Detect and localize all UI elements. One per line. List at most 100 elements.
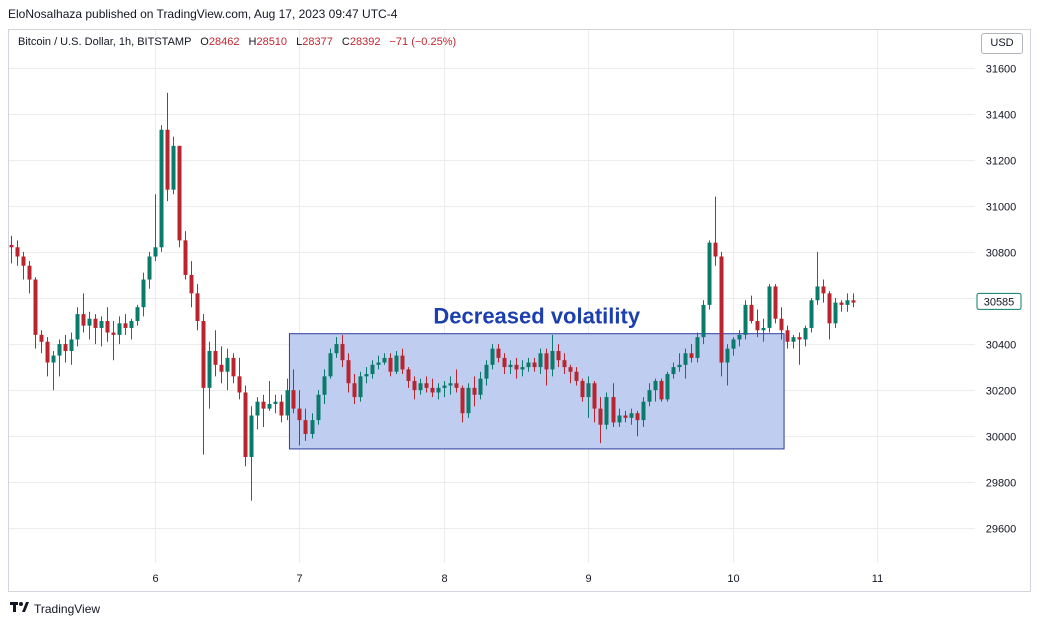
candle-body: [592, 383, 597, 409]
candle-body: [580, 380, 585, 398]
candle: [544, 348, 549, 386]
candle: [430, 378, 435, 398]
candle-body: [237, 376, 242, 393]
candle: [340, 334, 345, 368]
candle: [568, 364, 573, 384]
close-label: C: [341, 36, 350, 48]
candle: [526, 357, 531, 372]
candle-body: [659, 380, 664, 400]
candle-body: [328, 353, 333, 377]
candle: [388, 353, 393, 377]
candle: [105, 307, 110, 342]
candle-body: [761, 327, 766, 331]
candle-body: [117, 323, 122, 335]
candle-body: [111, 332, 116, 335]
candle: [93, 314, 98, 345]
candle: [267, 380, 272, 411]
candle-body: [472, 387, 477, 395]
candle: [376, 355, 381, 370]
candle-body: [647, 390, 652, 402]
candle: [21, 251, 26, 280]
footer-brand[interactable]: TradingView: [10, 601, 100, 616]
candle-body: [51, 355, 56, 363]
candle: [478, 371, 483, 400]
price-tick-label: 29600: [986, 524, 1017, 536]
candle-body: [322, 376, 327, 395]
candle: [297, 390, 302, 446]
candle-body: [665, 374, 670, 400]
low-label: L: [296, 36, 303, 48]
candle: [195, 284, 200, 331]
symbol-legend: Bitcoin / U.S. Dollar, 1h, BITSTAMP O284…: [18, 36, 456, 48]
candle-body: [352, 383, 357, 398]
candle-body: [520, 367, 525, 370]
candle: [761, 318, 766, 342]
candle-body: [201, 321, 206, 388]
candle: [562, 353, 567, 375]
candle: [520, 360, 525, 377]
candle-body: [544, 353, 549, 370]
candle-body: [99, 321, 104, 328]
candle: [508, 360, 513, 375]
candle-body: [189, 274, 194, 294]
candle-body: [532, 362, 537, 368]
candle: [141, 272, 146, 317]
candle: [322, 369, 327, 404]
candle-body: [448, 383, 453, 386]
price-tick-label: 31600: [986, 64, 1017, 76]
price-tick-label: 31200: [986, 156, 1017, 168]
candle-body: [195, 293, 200, 322]
candle: [27, 261, 32, 294]
candle-body: [611, 397, 616, 423]
price-tick-label: 30800: [986, 248, 1017, 260]
candle: [785, 325, 790, 349]
candle-body: [183, 240, 188, 275]
candle-body: [340, 344, 345, 361]
candle-body: [851, 300, 856, 303]
candle: [123, 314, 128, 335]
candle: [39, 330, 44, 354]
last-price-label: 30585: [984, 296, 1015, 308]
candle-body: [556, 350, 561, 361]
candle-body: [466, 387, 471, 414]
candle-body: [496, 348, 501, 358]
candle: [171, 136, 176, 195]
candle-body: [207, 350, 212, 388]
price-tick-label: 30200: [986, 386, 1017, 398]
candle: [851, 293, 856, 308]
candle: [514, 357, 519, 379]
candle-body: [442, 385, 447, 388]
candle-body: [225, 357, 230, 372]
candle-body: [147, 256, 152, 280]
candle: [207, 341, 212, 409]
price-tick-label: 31400: [986, 110, 1017, 122]
high-label: H: [248, 36, 257, 48]
candle-body: [400, 355, 405, 370]
candle-body: [755, 321, 760, 331]
candle-body: [514, 364, 519, 370]
candle: [665, 371, 670, 402]
candle-body: [526, 362, 531, 368]
candle: [436, 383, 441, 400]
candle-body: [75, 314, 80, 340]
candle-body: [45, 341, 50, 363]
candle: [833, 297, 838, 328]
candle: [129, 318, 134, 340]
candle: [225, 348, 230, 391]
time-tick-label: 6: [152, 573, 158, 585]
currency-button[interactable]: USD: [981, 33, 1023, 54]
candle: [87, 311, 92, 340]
candle: [285, 378, 290, 421]
candle-body: [27, 265, 32, 280]
candle-body: [502, 357, 507, 368]
candle: [111, 321, 116, 361]
candle-body: [689, 353, 694, 358]
candle-body: [9, 244, 14, 248]
candle: [641, 397, 646, 428]
candle-body: [713, 242, 718, 257]
price-tick-label: 30400: [986, 340, 1017, 352]
candle: [75, 307, 80, 347]
candle: [159, 125, 164, 252]
candle: [538, 348, 543, 375]
